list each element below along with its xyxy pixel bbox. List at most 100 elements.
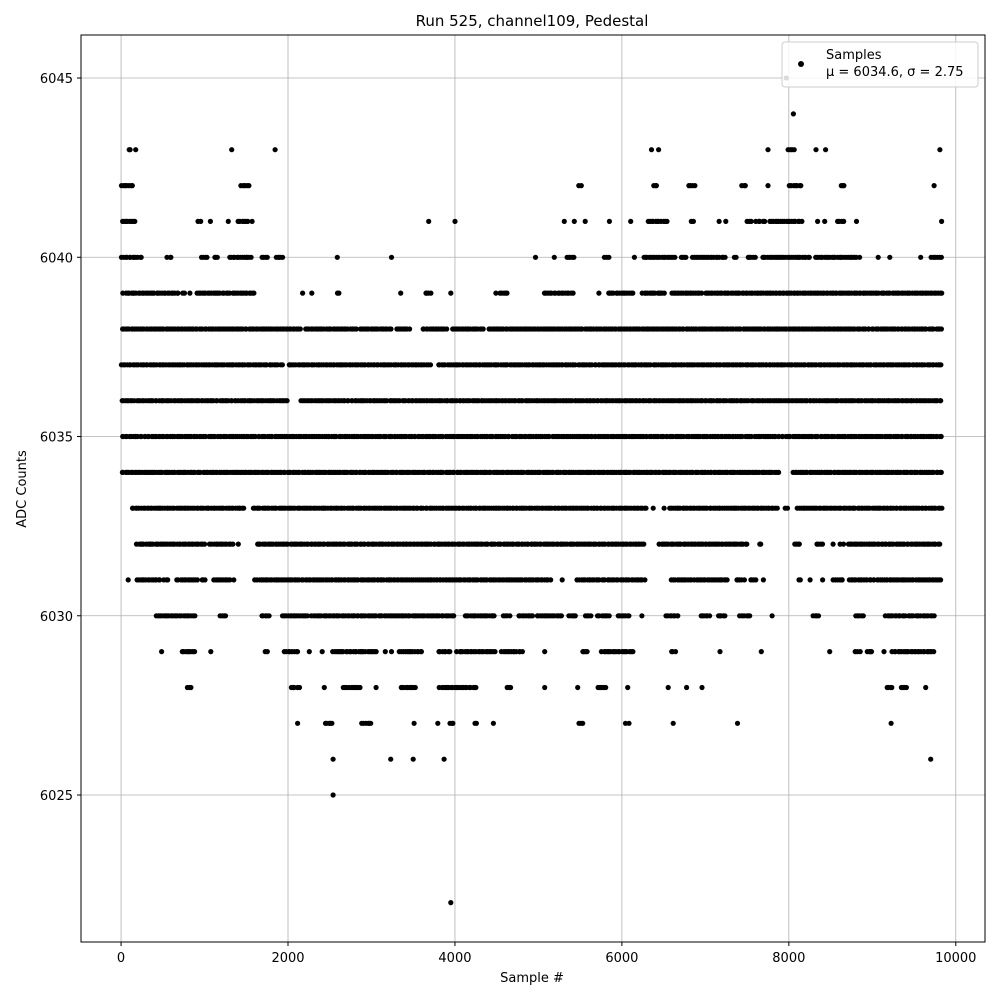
- data-point: [412, 684, 418, 691]
- data-point: [938, 577, 944, 583]
- data-point: [820, 577, 826, 583]
- data-point: [230, 541, 236, 547]
- data-point: [606, 218, 613, 224]
- x-tick-label: 0: [117, 951, 125, 966]
- data-point: [758, 541, 764, 547]
- data-point: [441, 756, 447, 762]
- data-point: [653, 183, 660, 189]
- data-point: [192, 613, 198, 619]
- data-point: [248, 254, 254, 260]
- data-point: [321, 684, 327, 691]
- data-point: [309, 290, 315, 296]
- data-point: [625, 684, 631, 691]
- data-point: [815, 218, 821, 224]
- data-point: [227, 577, 233, 583]
- data-point: [235, 541, 241, 547]
- data-point: [840, 541, 847, 547]
- data-point: [938, 469, 944, 475]
- data-point: [813, 147, 819, 153]
- data-point: [330, 792, 336, 798]
- data-point: [296, 684, 303, 691]
- data-point: [860, 613, 866, 619]
- data-point: [753, 577, 759, 583]
- data-point: [207, 218, 213, 224]
- data-point: [284, 398, 290, 404]
- data-point: [368, 720, 374, 726]
- data-point: [806, 254, 812, 260]
- data-point: [672, 649, 679, 655]
- data-point: [888, 720, 894, 726]
- data-point: [819, 541, 826, 547]
- data-point: [132, 218, 138, 224]
- data-point: [641, 541, 647, 547]
- data-point: [822, 218, 828, 224]
- data-point: [760, 577, 767, 583]
- data-point: [410, 756, 416, 762]
- data-point: [125, 577, 131, 583]
- data-point: [272, 147, 278, 153]
- data-point: [584, 649, 590, 655]
- y-tick-label: 6045: [40, 72, 73, 87]
- data-point: [823, 147, 829, 153]
- x-tick-label: 4000: [438, 951, 471, 966]
- data-point: [194, 577, 200, 583]
- data-point: [841, 218, 847, 224]
- data-point: [264, 254, 270, 260]
- data-point: [626, 613, 632, 619]
- data-point: [830, 541, 836, 547]
- data-point: [807, 577, 813, 583]
- data-point: [881, 649, 887, 655]
- data-point: [631, 254, 638, 260]
- data-point: [747, 613, 753, 619]
- data-point: [336, 290, 342, 296]
- data-point: [939, 505, 945, 511]
- data-point: [357, 684, 363, 691]
- data-point: [231, 577, 237, 583]
- data-point: [765, 183, 771, 189]
- y-axis-label: ADC Counts: [15, 450, 30, 528]
- data-point: [426, 218, 432, 224]
- data-point: [319, 649, 325, 655]
- data-point: [575, 684, 581, 691]
- data-point: [939, 218, 945, 224]
- data-point: [297, 326, 303, 332]
- data-point: [127, 147, 133, 153]
- data-point: [692, 183, 698, 189]
- data-point: [435, 720, 441, 726]
- data-point: [373, 684, 379, 691]
- data-point: [388, 254, 395, 260]
- data-point: [334, 254, 340, 260]
- data-point: [280, 254, 286, 260]
- data-point: [774, 505, 780, 511]
- data-point: [570, 290, 576, 296]
- data-point: [752, 254, 758, 260]
- data-point: [868, 649, 875, 655]
- data-point: [643, 505, 649, 511]
- data-point: [448, 290, 454, 296]
- data-point: [765, 147, 771, 153]
- legend-label: Samples: [826, 48, 882, 63]
- data-point: [428, 290, 434, 296]
- data-point: [939, 290, 945, 296]
- data-point: [204, 254, 210, 260]
- data-point: [202, 577, 208, 583]
- data-point: [742, 183, 748, 189]
- data-point: [542, 649, 548, 655]
- data-point: [741, 577, 748, 583]
- data-point: [723, 218, 729, 224]
- data-point: [630, 649, 636, 655]
- data-point: [797, 577, 803, 583]
- data-point: [857, 649, 863, 655]
- data-point: [407, 326, 413, 332]
- data-point: [588, 613, 594, 619]
- data-point: [903, 684, 910, 691]
- data-point: [606, 613, 612, 619]
- data-point: [938, 326, 945, 332]
- data-point: [769, 613, 775, 619]
- data-point: [790, 111, 797, 117]
- data-point: [266, 613, 272, 619]
- data-point: [707, 613, 713, 619]
- data-point: [672, 254, 678, 260]
- data-point: [841, 183, 847, 189]
- data-point: [241, 505, 247, 511]
